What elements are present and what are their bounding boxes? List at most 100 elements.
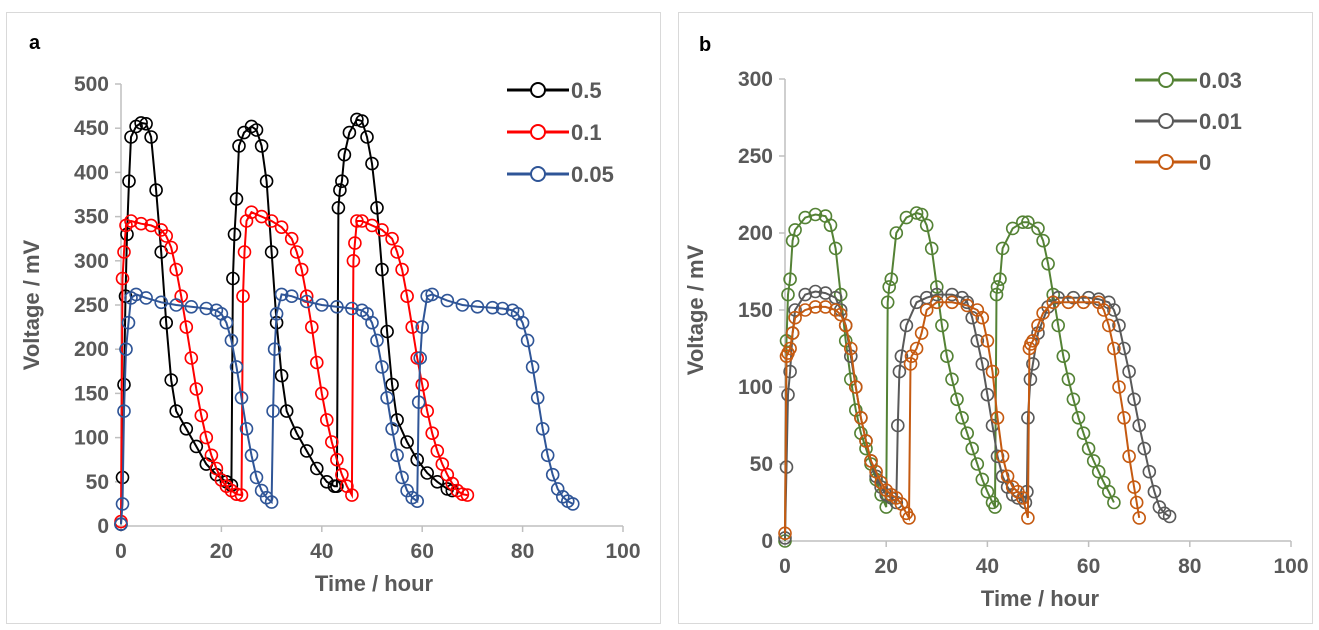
- data-point: [781, 387, 795, 402]
- data-point: [385, 231, 399, 246]
- data-point: [980, 387, 995, 402]
- data-point: [154, 295, 168, 310]
- data-point: [204, 448, 219, 463]
- data-point: [940, 349, 954, 364]
- chart-panel-b: b 0 50 100 150 200 250 300 0 20 40 60 80 100 Time / ho…: [678, 12, 1313, 624]
- data-point: [375, 360, 389, 374]
- data-point: [309, 355, 324, 370]
- legend-swatch-marker: [1158, 154, 1174, 170]
- data-point: [365, 156, 379, 171]
- data-point: [119, 342, 133, 357]
- data-point: [1137, 441, 1152, 456]
- y-tick-label: 400: [74, 161, 109, 184]
- data-point: [194, 408, 209, 423]
- series-line: [784, 211, 1115, 542]
- data-point: [405, 320, 420, 334]
- data-point: [1107, 341, 1121, 356]
- data-point: [164, 240, 178, 255]
- data-point: [440, 293, 455, 308]
- data-point: [264, 495, 279, 509]
- data-point: [985, 364, 1000, 379]
- data-point: [234, 488, 249, 502]
- data-point: [530, 390, 545, 405]
- data-point: [1026, 333, 1040, 348]
- x-tick-label: 60: [1077, 555, 1100, 578]
- series-0.03: [778, 206, 1121, 548]
- data-point: [380, 324, 394, 339]
- data-point: [169, 298, 183, 312]
- data-point: [970, 457, 985, 471]
- data-point: [914, 326, 929, 340]
- legend-swatch-marker: [1158, 113, 1174, 129]
- data-point: [1015, 215, 1030, 229]
- data-point: [184, 299, 199, 314]
- data-point: [995, 449, 1010, 464]
- data-point: [244, 448, 259, 463]
- data-point: [1041, 257, 1055, 271]
- data-point: [1122, 364, 1136, 379]
- data-point: [1091, 464, 1106, 479]
- data-point: [375, 223, 389, 237]
- data-point: [990, 410, 1005, 425]
- data-point: [267, 342, 282, 357]
- data-point: [430, 444, 445, 458]
- data-point: [783, 272, 797, 287]
- y-tick-label: 200: [74, 338, 109, 361]
- series-line: [784, 301, 1141, 534]
- data-point: [370, 333, 384, 348]
- data-point: [1142, 464, 1157, 479]
- data-point: [935, 318, 949, 333]
- data-point: [118, 289, 133, 304]
- data-point: [1122, 449, 1136, 464]
- data-point: [232, 139, 246, 153]
- data-point: [164, 373, 178, 387]
- data-point: [1127, 392, 1141, 407]
- y-tick-label: 150: [738, 299, 773, 322]
- data-point: [400, 289, 414, 304]
- data-point: [236, 289, 250, 304]
- data-point: [849, 380, 863, 394]
- data-point: [264, 245, 279, 259]
- legend-swatch-marker: [530, 124, 546, 140]
- data-point: [788, 223, 802, 237]
- data-point: [1107, 303, 1121, 317]
- data-point: [525, 360, 540, 374]
- data-point: [1066, 392, 1081, 407]
- data-point: [470, 299, 485, 314]
- data-point: [1036, 233, 1050, 248]
- data-point: [540, 448, 555, 463]
- data-point: [929, 287, 944, 302]
- data-point: [808, 284, 823, 299]
- data-point: [889, 226, 904, 240]
- data-point: [1101, 318, 1116, 333]
- data-point: [335, 174, 349, 188]
- data-point: [114, 517, 128, 532]
- data-point: [1112, 318, 1126, 333]
- data-point: [149, 183, 163, 197]
- series-line: [784, 290, 1171, 538]
- data-point: [1056, 349, 1071, 364]
- series-0.1: [114, 205, 475, 529]
- data-point: [993, 272, 1007, 287]
- data-point: [284, 231, 299, 246]
- data-point: [884, 272, 899, 287]
- data-point: [902, 511, 916, 525]
- chart-b-svg: b 0 50 100 150 200 250 300 0 20 40 60 80 100 Time / ho…: [683, 34, 1309, 611]
- data-point: [360, 130, 374, 144]
- y-tick-label: 350: [74, 206, 109, 229]
- data-point: [892, 364, 907, 379]
- data-point: [783, 364, 797, 379]
- data-point: [880, 295, 895, 310]
- data-point: [894, 349, 909, 364]
- data-point: [1031, 221, 1045, 236]
- data-point: [269, 306, 284, 321]
- data-point: [1127, 480, 1141, 494]
- y-axis-title: Voltage / mV: [19, 239, 44, 370]
- data-point: [279, 404, 294, 418]
- data-point: [274, 220, 289, 234]
- data-point: [314, 298, 329, 312]
- data-point: [117, 404, 131, 418]
- data-point: [945, 295, 959, 310]
- data-point: [990, 280, 1005, 294]
- data-point: [1026, 357, 1040, 371]
